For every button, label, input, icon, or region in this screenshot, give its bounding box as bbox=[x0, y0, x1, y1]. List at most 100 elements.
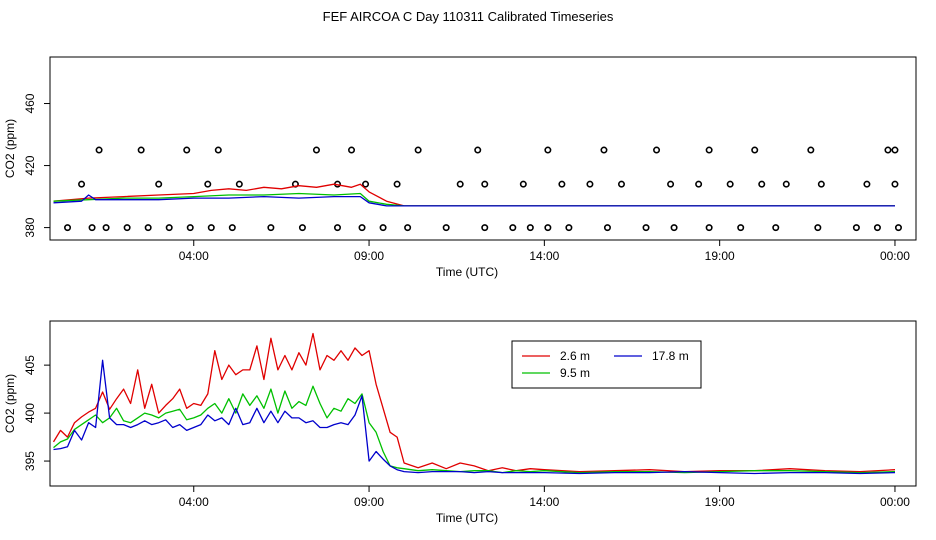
top-flag-point bbox=[526, 224, 534, 232]
top-flag-point bbox=[873, 224, 881, 232]
top-flag-point bbox=[165, 224, 173, 232]
top-flag-point bbox=[404, 224, 412, 232]
bottom-x-tick-label: 04:00 bbox=[179, 495, 209, 509]
top-y-tick-label: 420 bbox=[23, 155, 37, 175]
legend-label: 17.8 m bbox=[652, 349, 689, 363]
top-flag-point bbox=[183, 146, 191, 154]
top-flag-point bbox=[603, 224, 611, 232]
top-flag-point bbox=[481, 180, 489, 188]
top-flag-point bbox=[642, 224, 650, 232]
top-flag-point bbox=[558, 180, 566, 188]
bottom-x-tick-label: 14:00 bbox=[529, 495, 559, 509]
top-flag-point bbox=[807, 146, 815, 154]
top-flag-point bbox=[204, 180, 212, 188]
top-flag-point bbox=[312, 146, 320, 154]
top-flag-point bbox=[267, 224, 275, 232]
top-y-tick-label: 380 bbox=[23, 217, 37, 237]
top-flag-point bbox=[565, 224, 573, 232]
bottom-y-tick-label: 405 bbox=[23, 355, 37, 375]
top-flag-point bbox=[123, 224, 131, 232]
top-x-tick-label: 09:00 bbox=[354, 249, 384, 263]
top-series-17-8-mm-line bbox=[53, 194, 895, 207]
top-flag-point bbox=[519, 180, 527, 188]
bottom-x-tick-label: 19:00 bbox=[705, 495, 735, 509]
top-y-axis-title: CO2 (ppm) bbox=[3, 119, 17, 178]
top-flag-point bbox=[884, 146, 892, 154]
top-flag-point bbox=[772, 224, 780, 232]
bottom-series-2-6-mm-line bbox=[52, 332, 896, 473]
legend-box bbox=[511, 340, 702, 389]
top-flag-point bbox=[207, 224, 215, 232]
top-flag-point bbox=[667, 180, 675, 188]
top-flag-point bbox=[544, 146, 552, 154]
top-flag-point bbox=[78, 180, 86, 188]
top-flag-point bbox=[393, 180, 401, 188]
top-flag-point bbox=[670, 224, 678, 232]
top-flag-point bbox=[333, 224, 341, 232]
top-flag-point bbox=[705, 224, 713, 232]
top-flag-point bbox=[442, 224, 450, 232]
top-flag-point bbox=[214, 146, 222, 154]
bottom-y-tick-label: 395 bbox=[23, 451, 37, 471]
top-flag-point bbox=[726, 180, 734, 188]
top-flag-point bbox=[509, 224, 517, 232]
top-flag-point bbox=[95, 146, 103, 154]
top-flag-point bbox=[358, 224, 366, 232]
top-flag-point bbox=[144, 224, 152, 232]
top-flag-point bbox=[414, 146, 422, 154]
top-flag-point bbox=[379, 224, 387, 232]
bottom-series-17-8-mm-line bbox=[53, 359, 896, 475]
bottom-y-tick-label: 400 bbox=[23, 403, 37, 423]
top-y-tick-label: 460 bbox=[23, 93, 37, 113]
top-plot-frame bbox=[49, 56, 917, 241]
top-flag-point bbox=[891, 180, 899, 188]
top-flag-point bbox=[186, 224, 194, 232]
top-flag-point bbox=[814, 224, 822, 232]
top-flag-point bbox=[64, 224, 72, 232]
legend-label: 9.5 m bbox=[560, 366, 590, 380]
bottom-x-axis-title: Time (UTC) bbox=[436, 511, 498, 525]
top-flag-point bbox=[863, 180, 871, 188]
bottom-plot-frame bbox=[49, 320, 917, 487]
bottom-y-axis-title: CO2 (ppm) bbox=[3, 374, 17, 433]
top-flag-point bbox=[137, 146, 145, 154]
top-flag-point bbox=[474, 146, 482, 154]
bottom-x-tick-label: 00:00 bbox=[880, 495, 910, 509]
top-x-tick-label: 14:00 bbox=[529, 249, 559, 263]
top-flag-point bbox=[235, 180, 243, 188]
top-flag-point bbox=[155, 180, 163, 188]
top-flag-point bbox=[348, 146, 356, 154]
top-flag-point bbox=[600, 146, 608, 154]
top-series-9-5-mm-line bbox=[53, 192, 895, 207]
top-flag-point bbox=[852, 224, 860, 232]
bottom-x-tick-label: 09:00 bbox=[354, 495, 384, 509]
top-flag-point bbox=[228, 224, 236, 232]
top-series-2-6-mm-line bbox=[53, 183, 895, 207]
top-flag-point bbox=[653, 146, 661, 154]
top-flag-point bbox=[891, 146, 899, 154]
top-flag-point bbox=[695, 180, 703, 188]
top-flag-point bbox=[737, 224, 745, 232]
top-flag-point bbox=[298, 224, 306, 232]
top-flag-point bbox=[88, 224, 96, 232]
top-x-tick-label: 00:00 bbox=[880, 249, 910, 263]
top-flag-point bbox=[894, 224, 902, 232]
top-flag-point bbox=[586, 180, 594, 188]
top-flag-point bbox=[782, 180, 790, 188]
page-title: FEF AIRCOA C Day 110311 Calibrated Times… bbox=[322, 9, 614, 24]
top-flag-point bbox=[705, 146, 713, 154]
top-flag-point bbox=[751, 146, 759, 154]
top-flag-point bbox=[102, 224, 110, 232]
top-x-tick-label: 04:00 bbox=[179, 249, 209, 263]
top-flag-point bbox=[362, 180, 370, 188]
top-flag-point bbox=[758, 180, 766, 188]
top-x-tick-label: 19:00 bbox=[705, 249, 735, 263]
top-flag-point bbox=[481, 224, 489, 232]
top-x-axis-title: Time (UTC) bbox=[436, 265, 498, 279]
legend-label: 2.6 m bbox=[560, 349, 590, 363]
top-flag-point bbox=[544, 224, 552, 232]
top-flag-point bbox=[617, 180, 625, 188]
top-flag-point bbox=[817, 180, 825, 188]
top-flag-point bbox=[456, 180, 464, 188]
